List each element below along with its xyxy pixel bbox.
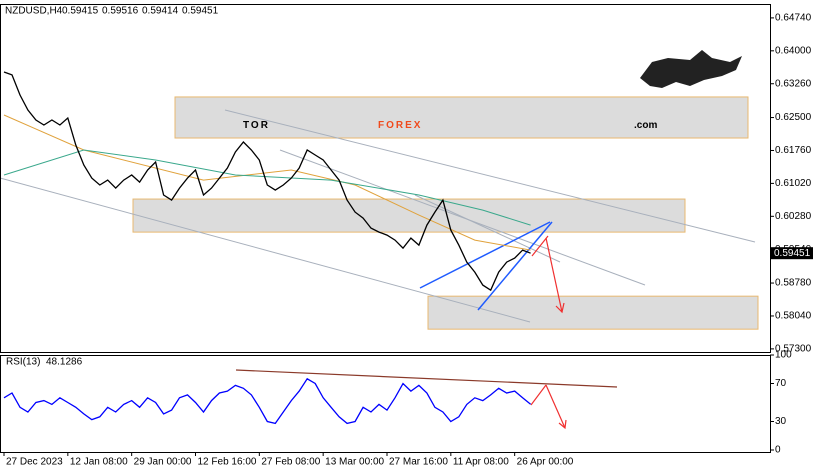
arrow-head	[555, 302, 565, 314]
rsi-panel-frame	[0, 355, 771, 453]
header-value: 0.59516	[102, 6, 139, 17]
y-tick-label: 0.60280	[775, 211, 812, 222]
arrow-head	[558, 419, 567, 430]
x-tick-label: 26 Apr 00:00	[517, 457, 574, 468]
zone	[174, 96, 749, 139]
logo-tor: TOR	[243, 120, 270, 131]
y-tick-label: 0.64740	[775, 13, 812, 24]
arrow	[531, 235, 549, 257]
arrows	[235, 235, 618, 430]
y-tick-label: 0	[775, 445, 781, 456]
y-tick-label: 0.58040	[775, 311, 812, 322]
zone	[427, 295, 759, 330]
wedge-line	[477, 221, 553, 311]
trend-line	[279, 149, 646, 286]
arrow	[530, 384, 547, 406]
wedge	[419, 221, 553, 311]
series-line	[3, 377, 532, 425]
x-tick-label: 27 Mar 16:00	[389, 457, 448, 468]
y-tick-label: 0.57300	[775, 344, 812, 355]
x-tick-label: 27 Feb 08:00	[261, 457, 320, 468]
header-value: 0.59414	[142, 6, 179, 17]
x-tick-label: 29 Jan 00:00	[134, 457, 192, 468]
series-line	[3, 71, 531, 292]
y-tick-label: 0.64000	[775, 45, 812, 56]
x-tick-label: 12 Feb 16:00	[198, 457, 257, 468]
y-tick-label: 100	[775, 350, 792, 361]
chart-title: NZDUSD,H4	[5, 6, 63, 17]
price-panel-frame	[0, 4, 771, 353]
current-price-label: 0.59451	[774, 248, 811, 259]
header-value: 0.59415	[62, 6, 99, 17]
arrow	[545, 237, 563, 313]
rsi-title: RSI(13)	[6, 357, 40, 368]
moving-average	[3, 114, 531, 251]
y-tick-label: 0.62500	[775, 112, 812, 123]
x-tick-label: 27 Dec 2023	[6, 457, 63, 468]
plot: 0.64740 0.64000 0.63260 0.62500 0.61760 0.610…	[3, 13, 813, 468]
header-value: 0.59451	[182, 6, 219, 17]
logo-com: .com	[634, 120, 657, 131]
y-tick-label: 70	[775, 378, 787, 389]
current-price-box	[771, 247, 813, 260]
moving-average	[3, 149, 531, 226]
x-tick-label: 11 Apr 08:00	[453, 457, 509, 468]
zones	[132, 96, 759, 330]
arrow	[545, 384, 566, 429]
trend-line	[0, 177, 531, 323]
y-tick-label: 0.61760	[775, 145, 812, 156]
y-tick-label: 0.61020	[775, 178, 812, 189]
x-tick-label: 13 Mar 00:00	[325, 457, 384, 468]
y-tick-label: 30	[775, 416, 787, 427]
rsi-trend-line	[235, 369, 618, 388]
rsi-current-value: 48.1286	[46, 357, 83, 368]
x-tick-label: 12 Jan 08:00	[70, 457, 128, 468]
logo-bull	[640, 50, 742, 88]
trend-line	[224, 109, 756, 243]
zone	[132, 198, 686, 233]
logo-forex: FOREX	[378, 120, 422, 131]
wedge-line	[419, 221, 551, 289]
y-tick-label: 0.63260	[775, 78, 812, 89]
y-tick-label: 0.58780	[775, 278, 812, 289]
